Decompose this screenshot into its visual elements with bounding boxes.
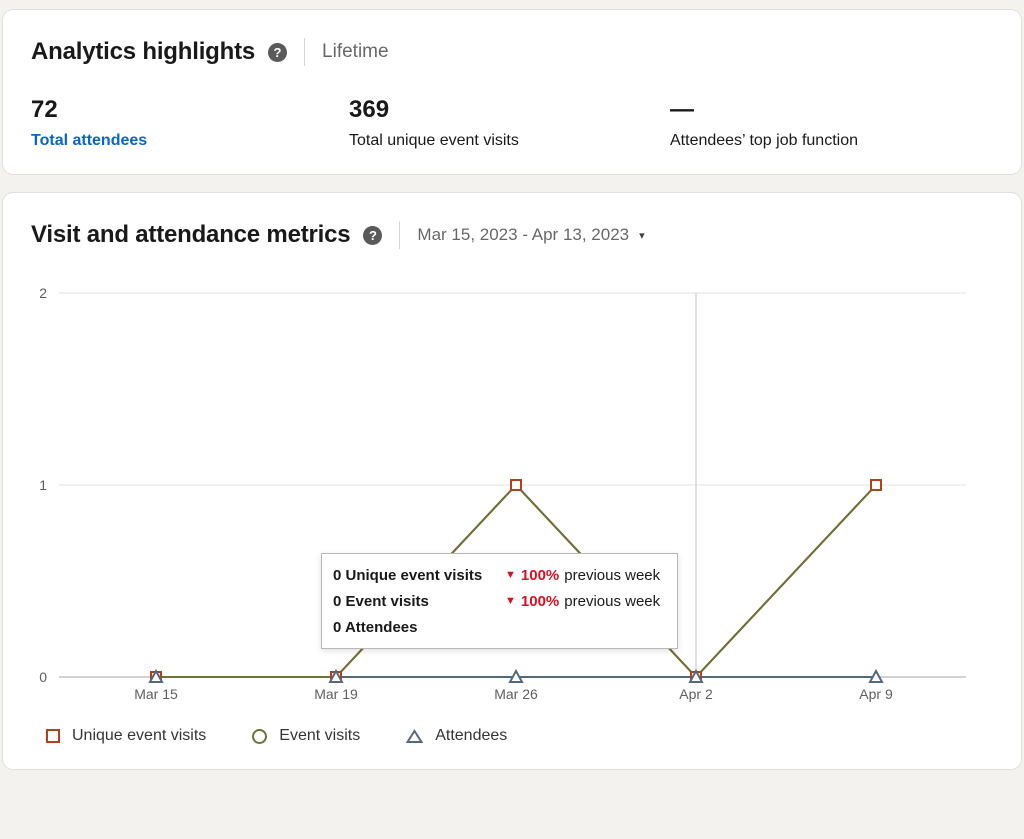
metrics-chart[interactable]: 0 1 2 Mar 15 Mar 19 Mar 26 Apr 2 Apr 9 0 Unique… [31, 273, 993, 713]
period-label: Lifetime [322, 41, 389, 62]
svg-text:Mar 26: Mar 26 [494, 686, 538, 702]
analytics-highlights-card: Analytics highlights ? Lifetime 72 Total… [3, 10, 1021, 174]
tooltip-row: 0 Unique event visits ▼ 100% previous we… [333, 562, 666, 588]
circle-marker-icon [252, 728, 268, 744]
chart-plot-area[interactable]: 0 1 2 Mar 15 Mar 19 Mar 26 Apr 2 Apr 9 [31, 273, 991, 713]
chart-legend: Unique event visits Event visits Attende… [46, 727, 993, 745]
stat-total-unique-event-visits: 369 Total unique event visits [349, 96, 670, 150]
vertical-divider [304, 38, 306, 66]
legend-event-visits: Event visits [252, 727, 360, 745]
help-icon[interactable]: ? [363, 225, 383, 245]
tooltip-label: 0 Unique event visits [333, 566, 483, 584]
stat-total-attendees: 72 Total attendees [31, 96, 349, 150]
legend-label: Event visits [279, 727, 361, 744]
svg-text:Apr 2: Apr 2 [679, 686, 713, 702]
vertical-divider [399, 221, 401, 249]
metrics-title: Visit and attendance metrics [31, 221, 351, 248]
tooltip-row: 0 Event visits ▼ 100% previous week [333, 588, 666, 614]
stat-label: Attendees’ top job function [670, 132, 858, 149]
stat-top-job-function: — Attendees’ top job function [670, 96, 858, 150]
analytics-highlights-title: Analytics highlights [31, 38, 256, 65]
svg-text:Apr 9: Apr 9 [859, 686, 893, 702]
legend-label: Attendees [435, 727, 508, 744]
date-range-label: Mar 15, 2023 - Apr 13, 2023 [417, 225, 630, 244]
tooltip-row: 0 Attendees [333, 614, 666, 640]
chevron-down-icon: ▾ [639, 229, 645, 242]
legend-unique-event-visits: Unique event visits [46, 727, 206, 745]
svg-text:1: 1 [39, 477, 47, 493]
legend-label: Unique event visits [72, 727, 207, 744]
svg-text:2: 2 [39, 285, 47, 301]
tooltip-label: 0 Event visits [333, 592, 429, 610]
stat-value: 72 [31, 96, 58, 123]
tooltip-delta: 100% [520, 592, 560, 610]
stat-value: 369 [349, 96, 390, 123]
triangle-marker-icon [406, 728, 424, 743]
tooltip-label: 0 Attendees [333, 618, 418, 636]
svg-text:Mar 19: Mar 19 [314, 686, 358, 702]
legend-attendees: Attendees [406, 727, 507, 745]
help-icon[interactable]: ? [268, 42, 288, 62]
svg-text:0: 0 [39, 669, 47, 685]
down-arrow-icon: ▼ [505, 595, 516, 607]
total-attendees-link[interactable]: Total attendees [31, 132, 148, 149]
tooltip-delta: 100% [520, 566, 560, 584]
stat-value: — [670, 96, 694, 123]
square-marker-icon [46, 729, 60, 743]
date-range-dropdown[interactable]: Mar 15, 2023 - Apr 13, 2023 ▾ [417, 225, 644, 245]
chart-tooltip: 0 Unique event visits ▼ 100% previous we… [321, 553, 678, 649]
tooltip-suffix: previous week [564, 592, 661, 610]
visit-attendance-metrics-card: Visit and attendance metrics ? Mar 15, 2… [3, 193, 1021, 769]
down-arrow-icon: ▼ [505, 569, 516, 581]
tooltip-suffix: previous week [564, 566, 661, 584]
svg-text:Mar 15: Mar 15 [134, 686, 178, 702]
stat-label: Total unique event visits [349, 132, 519, 149]
highlights-stats-row: 72 Total attendees 369 Total unique even… [31, 96, 993, 150]
